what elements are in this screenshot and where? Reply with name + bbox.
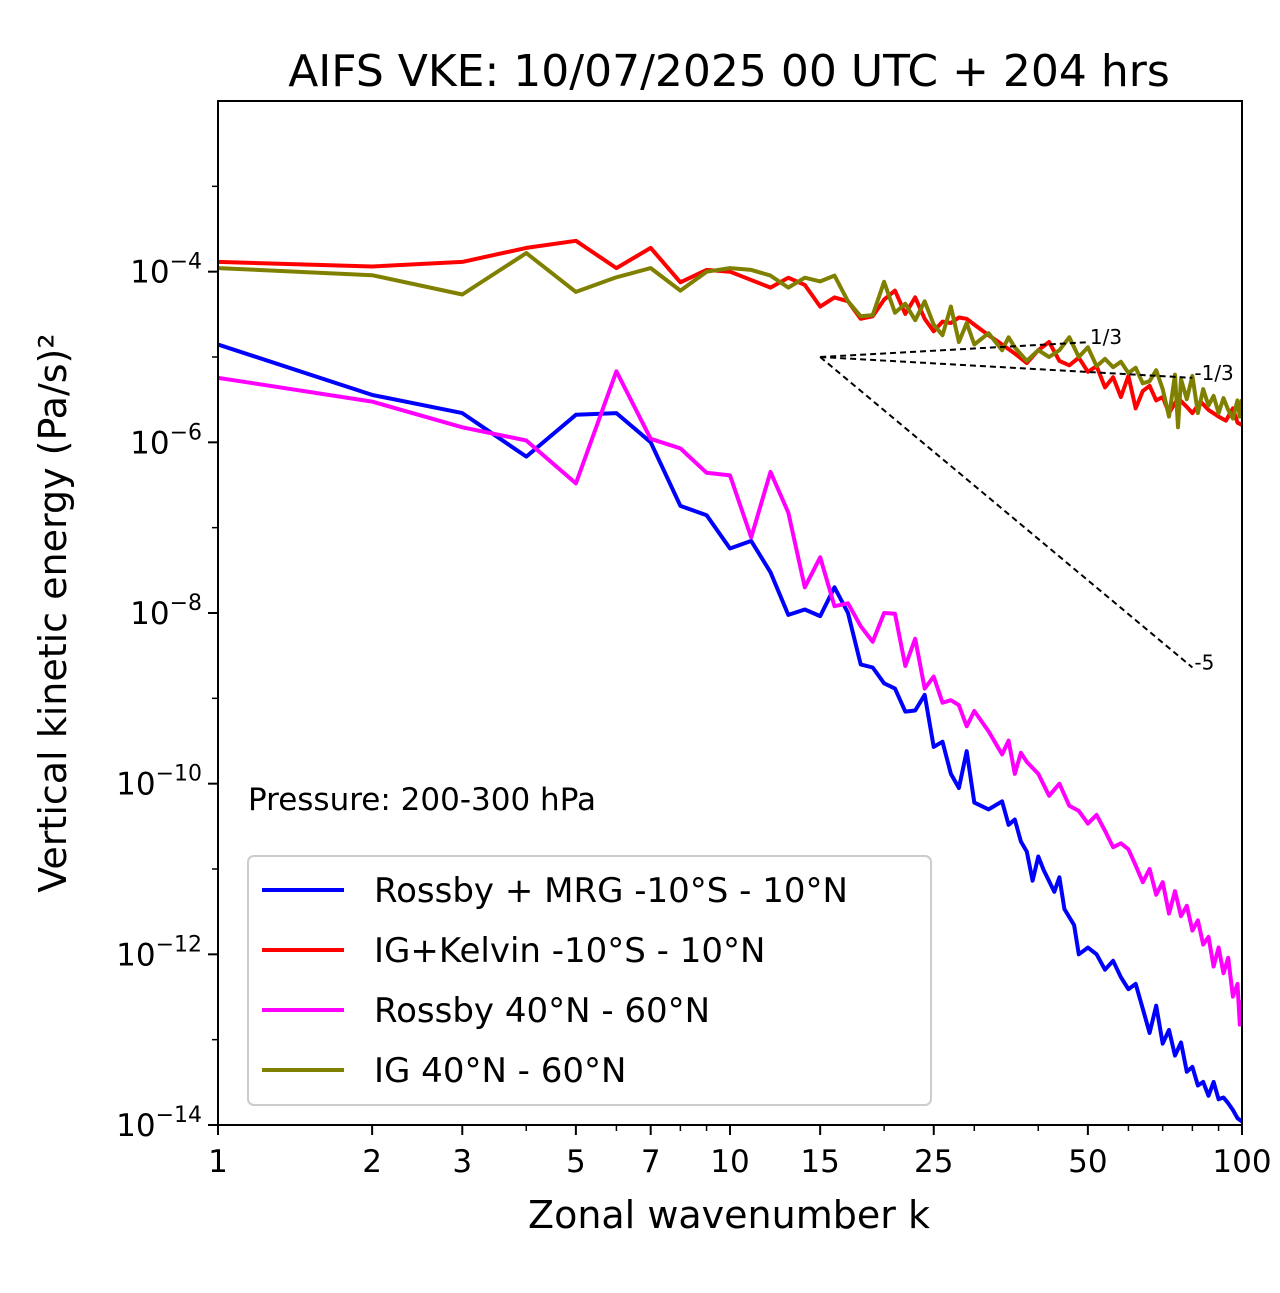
series-line-3 <box>218 369 1242 1027</box>
legend-label-3: Rossby 40°N - 60°N <box>374 991 710 1031</box>
y-tick-label: 10−10 <box>116 762 202 803</box>
legend-label-1: Rossby + MRG -10°S - 10°N <box>374 871 848 911</box>
slope-line-2 <box>820 356 1193 379</box>
y-tick-label: 10−8 <box>130 591 202 632</box>
slope-label-3: -5 <box>1194 650 1214 674</box>
slope-label-1: 1/3 <box>1090 325 1122 349</box>
x-tick-label: 25 <box>914 1144 953 1180</box>
slope-label-2: -1/3 <box>1194 361 1233 385</box>
y-tick-label: 10−6 <box>130 420 202 461</box>
x-tick-label: 2 <box>362 1144 382 1180</box>
legend-box <box>247 855 932 1106</box>
legend: Rossby + MRG -10°S - 10°N IG+Kelvin -10°S… <box>247 855 932 1106</box>
series-line-1 <box>218 342 1242 1124</box>
x-tick-label: 1 <box>208 1144 228 1180</box>
y-tick-label: 10−14 <box>116 1103 202 1144</box>
x-tick-label: 7 <box>641 1144 661 1180</box>
x-axis-label: Zonal wavenumber k <box>528 1193 930 1237</box>
legend-label-2: IG+Kelvin -10°S - 10°N <box>374 931 765 971</box>
y-axis-label: Vertical kinetic energy (Pa/s)² <box>31 333 75 892</box>
x-tick-label: 5 <box>566 1144 586 1180</box>
series-line-4 <box>218 251 1242 430</box>
slope-line-3 <box>819 356 1194 669</box>
x-tick-label: 50 <box>1068 1144 1107 1180</box>
legend-label-4: IG 40°N - 60°N <box>374 1051 626 1091</box>
x-tick-label: 10 <box>710 1144 749 1180</box>
slope-line-1 <box>820 341 1088 358</box>
chart-title: AIFS VKE: 10/07/2025 00 UTC + 204 hrs <box>288 46 1170 97</box>
x-tick-label: 15 <box>800 1144 839 1180</box>
x-tick-label: 100 <box>1212 1144 1271 1180</box>
y-tick-label: 10−12 <box>116 932 202 973</box>
y-tick-label: 10−4 <box>130 250 202 291</box>
x-tick-label: 3 <box>452 1144 472 1180</box>
pressure-annotation: Pressure: 200-300 hPa <box>248 782 596 818</box>
